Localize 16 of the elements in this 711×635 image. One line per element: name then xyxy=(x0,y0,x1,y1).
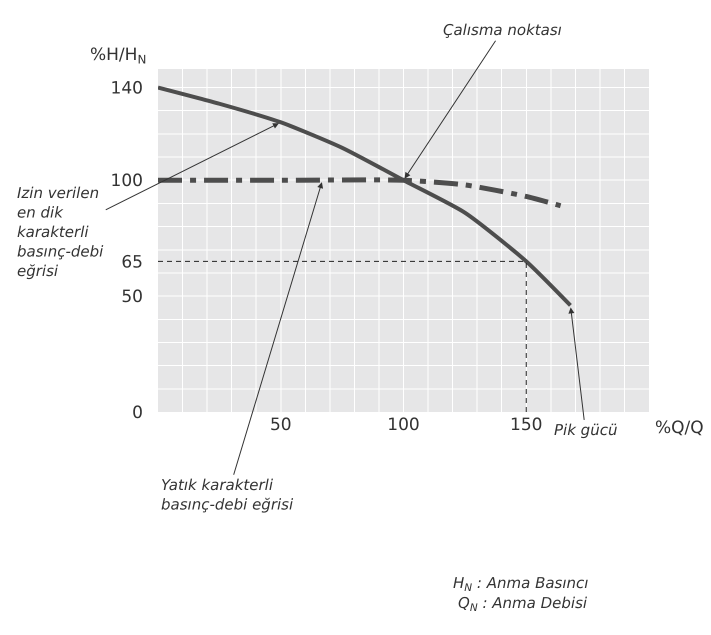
annotation: Çalısma noktası xyxy=(443,21,562,39)
y-axis-title: %H/H$_{N}$ xyxy=(90,45,146,67)
y-tick-label: 100 xyxy=(110,171,143,192)
annotation: Pik gücü xyxy=(554,421,618,439)
annotation: Yatık karakterli basınç-debi eğrisi xyxy=(161,476,294,514)
x-tick-label: 150 xyxy=(510,415,542,435)
text: H$_{N}$ : Anma Basıncı xyxy=(453,574,588,594)
x-axis-title: %Q/Q xyxy=(655,418,704,438)
x-tick-label: 100 xyxy=(387,415,420,435)
y-tick-label: 50 xyxy=(121,287,143,308)
annotation: Izin verilen en dik karakterli basınç-debi eğrisi xyxy=(17,184,104,280)
y-tick-label: 65 xyxy=(121,252,143,272)
y-tick-label: 140 xyxy=(110,78,143,98)
text: Q$_{N}$ : Anma Debisi xyxy=(458,594,588,614)
y-tick-label: 0 xyxy=(132,402,143,423)
x-tick-label: 50 xyxy=(270,415,292,435)
